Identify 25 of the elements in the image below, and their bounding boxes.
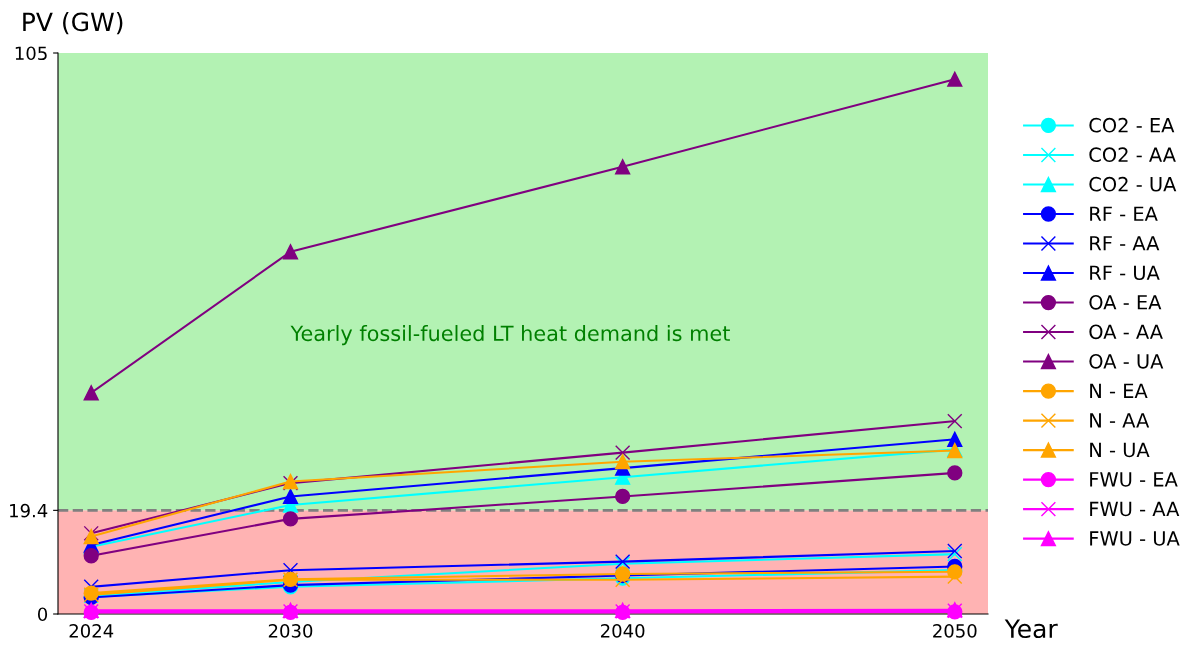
legend-label: RF - UA: [1090, 265, 1160, 281]
legend-label: CO2 - AA: [1089, 147, 1176, 163]
legend-label: FWU - EA: [1090, 472, 1178, 487]
y-axis-title: PV (GW): [23, 12, 123, 35]
legend-label: N - UA: [1090, 442, 1150, 458]
legend-label: CO2 - EA: [1089, 117, 1175, 133]
legend-label: RF - EA: [1090, 206, 1158, 221]
legend-label: OA - EA: [1089, 294, 1162, 310]
y-tick-label: 19.4: [10, 503, 48, 518]
band-label: Yearly fossil-fueled LT heat demand is met: [290, 325, 730, 346]
legend-label: FWU - AA: [1090, 501, 1180, 517]
legend-label: RF - AA: [1090, 236, 1160, 251]
x-tick-label: 2050: [933, 624, 977, 638]
y-tick-label: 105: [15, 46, 47, 61]
legend-label: CO2 - UA: [1089, 176, 1177, 192]
x-tick-label: 2030: [268, 624, 313, 638]
x-tick-label: 2024: [69, 624, 114, 638]
y-tick-label: 0: [37, 607, 48, 622]
x-tick-label: 2040: [600, 624, 645, 638]
legend-label: OA - UA: [1089, 353, 1164, 369]
legend-label: FWU - UA: [1090, 531, 1180, 546]
legend-label: OA - AA: [1089, 324, 1163, 340]
legend-label: N - AA: [1090, 413, 1150, 428]
legend-label: N - EA: [1090, 383, 1148, 398]
x-axis-title: Year: [1004, 619, 1058, 639]
